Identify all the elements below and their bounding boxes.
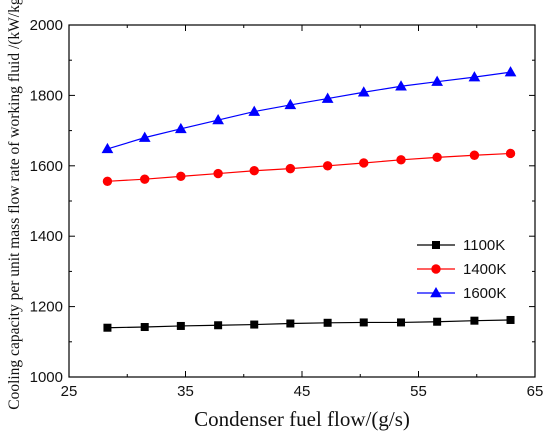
x-tick-labels: 25 35 45 55 65 [61, 383, 544, 400]
data-point-1400K [359, 158, 369, 168]
series-line-1100K [107, 319, 511, 329]
data-point-1100K [397, 318, 406, 327]
data-point-1600K [321, 92, 334, 103]
x-tick-label: 25 [61, 383, 78, 400]
plot-frame [68, 24, 536, 378]
y-tick-label: 1800 [30, 87, 63, 104]
x-tick-label: 35 [177, 383, 194, 400]
series-points [101, 66, 517, 332]
legend-marker-1600K [430, 286, 442, 298]
data-point-1100K [103, 323, 112, 332]
data-point-1600K [431, 75, 444, 86]
data-point-1100K [433, 317, 442, 326]
data-point-1600K [138, 131, 151, 142]
data-point-1400K [469, 150, 480, 160]
legend: 1100K 1400K 1600K [417, 237, 506, 302]
x-tick-label: 45 [294, 383, 311, 400]
data-point-1400K [102, 176, 113, 186]
y-tick-label: 2000 [30, 17, 63, 34]
data-point-1100K [323, 318, 332, 327]
data-point-1600K [284, 98, 297, 110]
y-axis-title: Cooling capacity per unit mass flow rate… [6, 0, 23, 410]
data-point-1400K [432, 152, 442, 163]
series-line-1600K [107, 71, 511, 150]
axis-ticks [68, 24, 536, 378]
data-point-1100K [214, 321, 223, 330]
data-point-1100K [470, 316, 479, 325]
data-point-1100K [176, 321, 185, 330]
legend-label: 1400K [463, 261, 506, 278]
data-point-1600K [504, 66, 517, 77]
data-point-1100K [140, 323, 149, 332]
data-point-1600K [468, 71, 481, 82]
data-point-1600K [174, 122, 187, 134]
x-tick-label: 55 [410, 383, 427, 400]
data-point-1400K [213, 168, 223, 179]
data-point-1400K [505, 148, 516, 159]
data-point-1400K [322, 161, 333, 171]
data-point-1400K [249, 166, 259, 176]
series-lines [107, 71, 511, 329]
legend-marker-1400K [431, 264, 441, 274]
data-point-1400K [396, 155, 406, 165]
data-point-1400K [285, 163, 296, 174]
data-point-1600K [357, 86, 370, 97]
data-point-1100K [506, 315, 515, 324]
data-point-1600K [212, 114, 224, 125]
data-point-1600K [248, 105, 261, 116]
legend-marker-1100K [432, 241, 440, 249]
legend-label: 1600K [463, 285, 506, 302]
y-tick-label: 1400 [30, 228, 63, 245]
data-point-1600K [101, 142, 114, 154]
x-axis-title: Condenser fuel flow/(g/s) [194, 407, 410, 431]
y-tick-label: 1200 [30, 299, 63, 316]
data-point-1100K [286, 319, 295, 328]
x-tick-label: 65 [527, 383, 544, 400]
series-line-1400K [107, 152, 511, 182]
y-tick-label: 1000 [30, 369, 63, 386]
y-tick-labels: 1000 1200 1400 1600 1800 2000 [30, 17, 63, 386]
data-point-1400K [140, 174, 150, 184]
legend-label: 1100K [463, 237, 505, 254]
data-point-1100K [359, 318, 368, 327]
data-point-1400K [176, 171, 186, 182]
y-tick-label: 1600 [30, 158, 63, 175]
data-point-1600K [395, 80, 407, 91]
data-point-1100K [250, 320, 259, 329]
